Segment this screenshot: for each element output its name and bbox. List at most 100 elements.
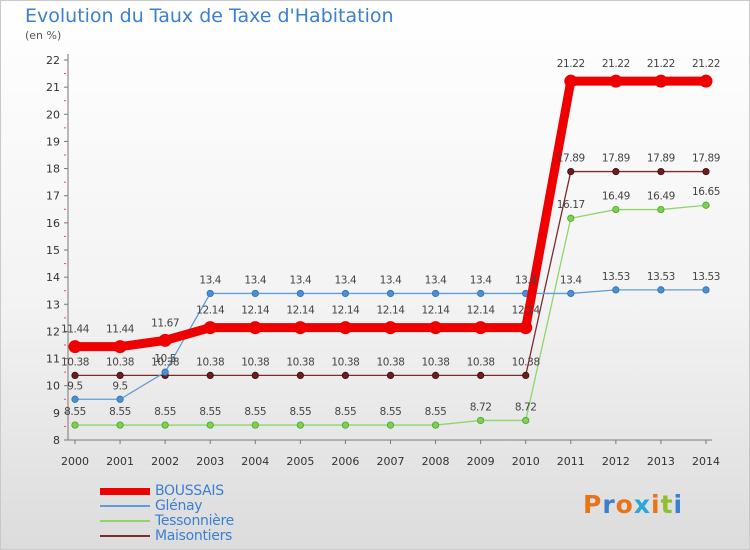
legend-label-boussais: BOUSSAIS: [155, 483, 224, 499]
data-label-tessonniere: 8.55: [335, 406, 357, 418]
data-point-boussais: [158, 333, 172, 347]
data-label-maisontiers: 10.38: [196, 356, 224, 368]
data-label-glenay: 13.4: [289, 274, 311, 286]
y-tick-label: 11: [46, 353, 60, 366]
data-point-boussais: [248, 321, 262, 335]
data-point-tessonniere: [431, 421, 440, 429]
data-point-maisontiers: [386, 371, 395, 379]
data-point-boussais: [609, 74, 623, 88]
data-point-tessonniere: [657, 205, 665, 214]
data-point-glenay: [206, 289, 214, 298]
data-label-boussais: 12.14: [241, 305, 270, 317]
y-tick-label: 16: [46, 217, 60, 230]
data-label-glenay: 13.4: [560, 274, 582, 286]
data-point-boussais: [203, 321, 217, 335]
x-tick-label: 2006: [331, 455, 359, 468]
data-point-maisontiers: [567, 167, 575, 176]
x-tick-label: 2004: [241, 455, 269, 468]
data-point-tessonniere: [71, 421, 79, 429]
y-tick-label: 20: [46, 108, 60, 121]
x-tick-label: 2010: [512, 455, 540, 468]
data-point-glenay: [431, 289, 440, 298]
logo-letter: o: [615, 490, 634, 519]
data-label-tessonniere: 8.55: [199, 406, 221, 418]
data-point-glenay: [341, 289, 350, 298]
data-point-boussais: [384, 321, 397, 335]
y-tick-label: 12: [46, 325, 60, 338]
data-point-glenay: [477, 289, 485, 298]
data-point-maisontiers: [657, 167, 665, 176]
x-tick-label: 2002: [151, 455, 179, 468]
x-tick-label: 2009: [467, 455, 495, 468]
y-tick-label: 18: [46, 163, 60, 176]
legend-swatch-tessonniere: [100, 520, 150, 522]
data-label-maisontiers: 10.38: [376, 356, 404, 368]
data-label-tessonniere: 16.49: [602, 191, 630, 203]
data-point-maisontiers: [702, 167, 710, 176]
data-point-glenay: [386, 289, 395, 298]
y-tick-label: 21: [46, 81, 60, 94]
data-point-glenay: [71, 395, 79, 403]
data-label-tessonniere: 8.55: [154, 406, 176, 418]
data-point-maisontiers: [116, 371, 124, 379]
data-point-boussais: [338, 321, 352, 335]
data-point-maisontiers: [251, 371, 259, 379]
y-tick-label: 9: [53, 407, 60, 420]
data-label-glenay: 13.4: [380, 274, 402, 286]
x-tick-label: 2014: [692, 455, 720, 468]
y-tick-label: 8: [53, 434, 60, 447]
chart-subtitle: (en %): [25, 29, 62, 42]
data-label-maisontiers: 10.38: [106, 356, 134, 368]
data-label-tessonniere: 8.55: [425, 406, 447, 418]
data-point-boussais: [564, 74, 578, 88]
data-point-tessonniere: [251, 421, 259, 429]
data-label-boussais: 11.44: [61, 324, 90, 336]
y-tick-label: 17: [46, 190, 60, 203]
data-point-glenay: [116, 395, 124, 403]
data-label-boussais: 21.22: [602, 58, 630, 70]
data-label-tessonniere: 8.55: [109, 406, 131, 418]
x-tick-label: 2000: [61, 455, 89, 468]
data-point-tessonniere: [702, 201, 710, 209]
data-label-maisontiers: 10.38: [512, 356, 540, 368]
data-point-tessonniere: [206, 421, 214, 429]
logo-letter: i: [673, 490, 684, 519]
y-tick-label: 22: [46, 54, 60, 67]
data-point-maisontiers: [612, 167, 620, 176]
data-point-glenay: [612, 286, 620, 294]
data-point-glenay: [567, 289, 575, 298]
data-label-maisontiers: 10.38: [286, 356, 314, 368]
logo-letter: x: [633, 490, 651, 519]
x-tick-label: 2003: [196, 455, 224, 468]
legend-label-maisontiers: Maisontiers: [155, 528, 233, 544]
data-label-boussais: 11.44: [106, 324, 135, 336]
legend-swatch-glenay: [100, 505, 150, 507]
data-label-boussais: 12.14: [467, 305, 496, 317]
data-point-glenay: [296, 289, 304, 298]
data-point-boussais: [654, 74, 668, 88]
proxiti-logo: Proxiti: [583, 490, 683, 519]
data-label-glenay: 13.4: [199, 274, 221, 286]
data-point-maisontiers: [431, 371, 440, 379]
data-point-tessonniere: [161, 421, 169, 429]
data-label-glenay: 13.53: [692, 271, 720, 283]
data-label-boussais: 12.14: [422, 305, 451, 317]
data-label-maisontiers: 17.89: [692, 153, 720, 165]
data-point-tessonniere: [477, 416, 485, 425]
y-tick-label: 10: [46, 380, 60, 393]
data-label-glenay: 13.53: [602, 271, 630, 283]
data-label-glenay: 9.5: [67, 380, 83, 392]
y-tick-label: 13: [46, 298, 60, 311]
data-label-boussais: 21.22: [557, 58, 585, 70]
data-label-boussais: 12.14: [286, 305, 315, 317]
data-label-boussais: 12.14: [376, 305, 405, 317]
data-point-tessonniere: [386, 421, 395, 429]
data-label-glenay: 13.4: [244, 274, 266, 286]
data-label-glenay: 10.5: [154, 353, 176, 365]
data-point-maisontiers: [206, 371, 214, 379]
data-label-tessonniere: 8.72: [515, 401, 537, 413]
data-label-maisontiers: 17.89: [602, 153, 630, 165]
data-point-maisontiers: [477, 371, 485, 379]
data-point-maisontiers: [71, 371, 79, 379]
